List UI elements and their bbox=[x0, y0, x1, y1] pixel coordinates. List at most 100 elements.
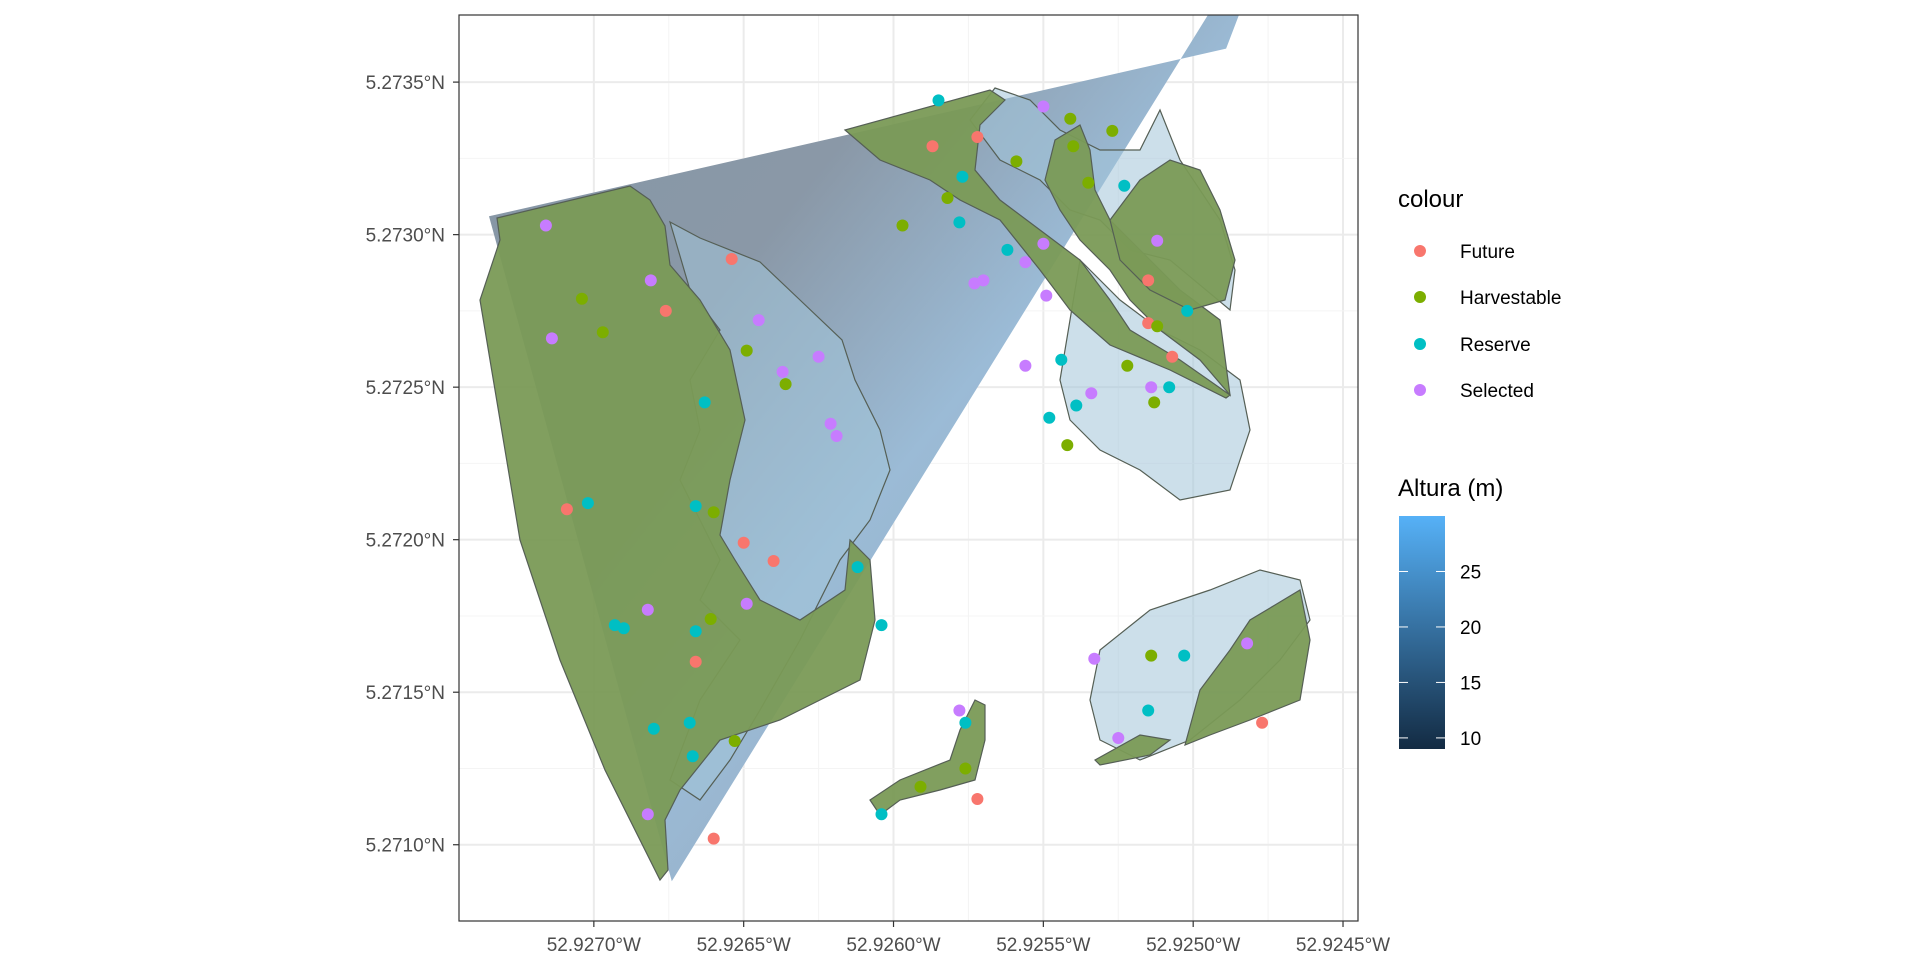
point-reserve bbox=[1118, 179, 1131, 192]
point-harvestable bbox=[959, 762, 972, 775]
point-selected bbox=[1145, 381, 1158, 394]
point-reserve bbox=[851, 561, 864, 574]
point-harvestable bbox=[914, 780, 927, 793]
colorbar-tick-label: 15 bbox=[1460, 673, 1481, 694]
y-tick-label: 5.2730°N bbox=[366, 226, 445, 247]
point-future bbox=[1166, 350, 1179, 363]
point-selected bbox=[1151, 234, 1164, 247]
point-harvestable bbox=[941, 192, 954, 204]
point-selected bbox=[977, 274, 990, 287]
point-reserve bbox=[686, 750, 699, 763]
axes: 52.9270°W 52.9265°W 52.9260°W 52.9255°W 52.9… bbox=[366, 73, 1391, 956]
point-selected bbox=[539, 219, 552, 232]
point-selected bbox=[740, 597, 753, 610]
colour-legend-title: colour bbox=[1398, 186, 1463, 213]
point-selected bbox=[953, 704, 966, 717]
point-selected bbox=[641, 603, 654, 616]
point-future bbox=[725, 253, 738, 265]
point-harvestable bbox=[1064, 112, 1077, 125]
point-selected bbox=[644, 274, 657, 287]
point-reserve bbox=[1043, 411, 1056, 424]
point-future bbox=[971, 793, 984, 805]
point-harvestable bbox=[896, 219, 909, 232]
point-selected bbox=[641, 808, 654, 821]
point-reserve bbox=[647, 722, 660, 735]
legend-key-reserve bbox=[1414, 338, 1426, 350]
point-harvestable bbox=[1148, 396, 1161, 409]
y-tick-label: 5.2720°N bbox=[366, 531, 445, 552]
harvest-zone-south-small bbox=[1094, 734, 1172, 766]
point-harvestable bbox=[1010, 155, 1023, 168]
point-harvestable bbox=[1082, 176, 1095, 189]
point-harvestable bbox=[1061, 439, 1074, 452]
point-reserve bbox=[617, 622, 630, 635]
y-tick-label: 5.2735°N bbox=[366, 73, 445, 94]
legend-label-harvestable: Harvestable bbox=[1460, 288, 1561, 309]
point-selected bbox=[1112, 732, 1125, 744]
point-reserve bbox=[581, 497, 594, 510]
harvest-zone-south bbox=[869, 699, 986, 816]
point-selected bbox=[1088, 652, 1101, 665]
point-future bbox=[1256, 716, 1269, 729]
legend-item-reserve: Reserve bbox=[1414, 335, 1531, 356]
x-tick-label: 52.9245°W bbox=[1296, 935, 1390, 956]
point-selected bbox=[1019, 256, 1032, 269]
legend-item-harvestable: Harvestable bbox=[1414, 288, 1561, 309]
point-reserve bbox=[1055, 353, 1068, 366]
point-selected bbox=[752, 314, 765, 327]
point-selected bbox=[776, 365, 789, 378]
point-harvestable bbox=[1145, 649, 1158, 662]
point-reserve bbox=[1142, 704, 1155, 717]
legend-key-selected bbox=[1414, 384, 1426, 396]
point-selected bbox=[545, 332, 558, 345]
point-harvestable bbox=[596, 326, 609, 339]
point-future bbox=[707, 832, 720, 845]
point-harvestable bbox=[707, 506, 720, 519]
point-reserve bbox=[875, 619, 888, 632]
point-reserve bbox=[689, 500, 702, 513]
point-reserve bbox=[1181, 304, 1194, 317]
point-reserve bbox=[1070, 399, 1083, 412]
point-reserve bbox=[1001, 243, 1014, 256]
point-harvestable bbox=[740, 344, 753, 357]
colorbar-tick-label: 25 bbox=[1460, 562, 1481, 583]
harvest-zone-east-block bbox=[1109, 159, 1236, 311]
point-reserve bbox=[956, 170, 969, 183]
x-tick-label: 52.9270°W bbox=[547, 935, 641, 956]
point-future bbox=[659, 304, 672, 317]
point-harvestable bbox=[1106, 124, 1119, 137]
y-tick-label: 5.2710°N bbox=[366, 836, 445, 857]
point-harvestable bbox=[1151, 320, 1164, 333]
colorbar-tick-label: 20 bbox=[1460, 618, 1481, 639]
legend-item-selected: Selected bbox=[1414, 381, 1534, 402]
point-harvestable bbox=[1121, 359, 1134, 372]
point-reserve bbox=[1163, 381, 1176, 394]
point-selected bbox=[824, 417, 837, 430]
colorbar-tick-label: 10 bbox=[1460, 729, 1481, 750]
point-selected bbox=[1085, 387, 1098, 400]
x-tick-label: 52.9250°W bbox=[1146, 935, 1240, 956]
point-future bbox=[737, 536, 750, 549]
point-reserve bbox=[875, 808, 888, 821]
point-reserve bbox=[698, 396, 711, 409]
point-reserve bbox=[953, 216, 966, 229]
x-tick-label: 52.9255°W bbox=[996, 935, 1090, 956]
tree-points bbox=[539, 94, 1269, 845]
legend-key-harvestable bbox=[1414, 291, 1426, 303]
point-selected bbox=[1241, 637, 1254, 650]
point-selected bbox=[1040, 289, 1053, 302]
altura-colorbar-ticks: 10 15 20 25 bbox=[1399, 562, 1481, 750]
point-future bbox=[560, 503, 573, 516]
y-tick-label: 5.2715°N bbox=[366, 683, 445, 704]
altura-colorbar bbox=[1399, 516, 1445, 749]
x-tick-label: 52.9265°W bbox=[697, 935, 791, 956]
point-future bbox=[926, 140, 939, 153]
point-reserve bbox=[683, 716, 696, 729]
x-tick-label: 52.9260°W bbox=[846, 935, 940, 956]
point-selected bbox=[812, 350, 825, 363]
point-reserve bbox=[932, 94, 945, 107]
harvest-zone-southeast bbox=[1184, 589, 1311, 747]
point-future bbox=[1142, 317, 1155, 330]
legend-label-selected: Selected bbox=[1460, 381, 1534, 402]
